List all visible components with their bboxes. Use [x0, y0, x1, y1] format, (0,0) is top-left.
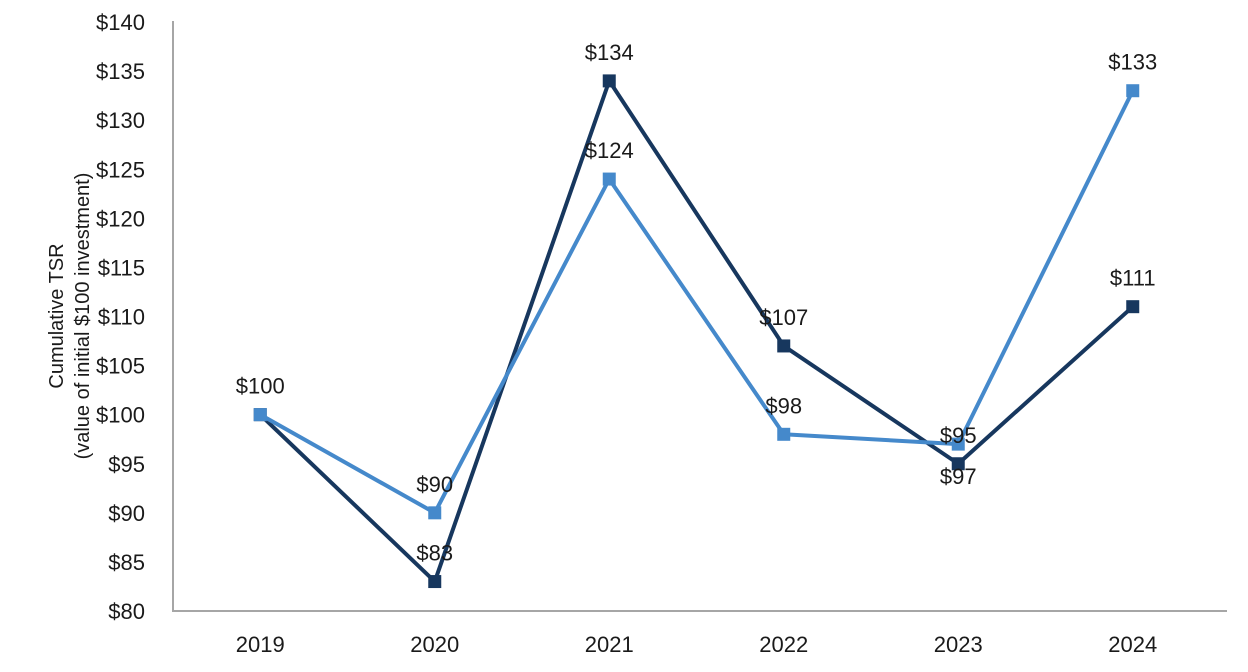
dark-navy-series-marker-2024 [1126, 300, 1140, 314]
dark-navy-series-data-label-2024: $111 [1110, 266, 1156, 291]
y-tick-label: $135 [96, 59, 145, 84]
light-blue-series-marker-2019 [253, 408, 267, 422]
x-tick-label-2024: 2024 [1108, 632, 1157, 657]
light-blue-series-marker-2022 [777, 427, 791, 441]
light-blue-series-data-label-2019: $100 [236, 374, 285, 399]
y-tick-label: $110 [98, 305, 145, 330]
dark-navy-series-data-label-2023: $95 [940, 423, 977, 448]
dark-navy-series-marker-2020 [428, 575, 442, 589]
y-tick-label: $85 [108, 550, 145, 575]
light-blue-series-marker-2020 [428, 506, 442, 520]
x-tick-label-2019: 2019 [236, 632, 285, 657]
x-tick-label-2020: 2020 [410, 632, 459, 657]
dark-navy-series-marker-2022 [777, 339, 791, 353]
dark-navy-series-data-label-2021: $134 [585, 40, 634, 65]
y-tick-label: $90 [108, 501, 145, 526]
light-blue-series-data-label-2020: $90 [416, 472, 453, 497]
dark-navy-series-marker-2023 [951, 457, 965, 471]
y-axis-title-line1: Cumulative TSR [46, 243, 68, 389]
dark-navy-series-data-label-2022: $107 [759, 305, 808, 330]
light-blue-series-marker-2023 [951, 437, 965, 451]
light-blue-series-data-label-2023: $97 [940, 464, 977, 489]
light-blue-series-marker-2024 [1126, 84, 1140, 98]
y-tick-label: $130 [96, 108, 145, 133]
y-tick-label: $95 [108, 452, 145, 477]
y-tick-label: $120 [96, 206, 145, 231]
x-tick-label-2023: 2023 [934, 632, 983, 657]
y-tick-label: $80 [108, 599, 145, 624]
y-axis-title-line2: (value of initial $100 investment) [72, 172, 94, 460]
light-blue-series-data-label-2021: $124 [585, 138, 634, 163]
dark-navy-series-line [258, 78, 1135, 584]
y-tick-label: $140 [96, 10, 145, 35]
y-axis-title: Cumulative TSR (value of initial $100 in… [44, 173, 96, 460]
light-blue-series-data-label-2024: $133 [1108, 50, 1157, 75]
light-blue-series-data-label-2022: $98 [765, 393, 802, 418]
y-tick-label: $100 [96, 403, 145, 428]
y-tick-label: $125 [96, 157, 145, 182]
dark-navy-series-data-label-2020: $83 [416, 541, 453, 566]
dark-navy-series-marker-2021 [602, 74, 616, 88]
y-tick-label: $105 [96, 354, 145, 379]
x-tick-label-2021: 2021 [585, 632, 634, 657]
light-blue-series-line [258, 88, 1135, 515]
x-tick-label-2022: 2022 [759, 632, 808, 657]
y-tick-label: $115 [98, 255, 145, 280]
light-blue-series-marker-2021 [602, 172, 616, 186]
